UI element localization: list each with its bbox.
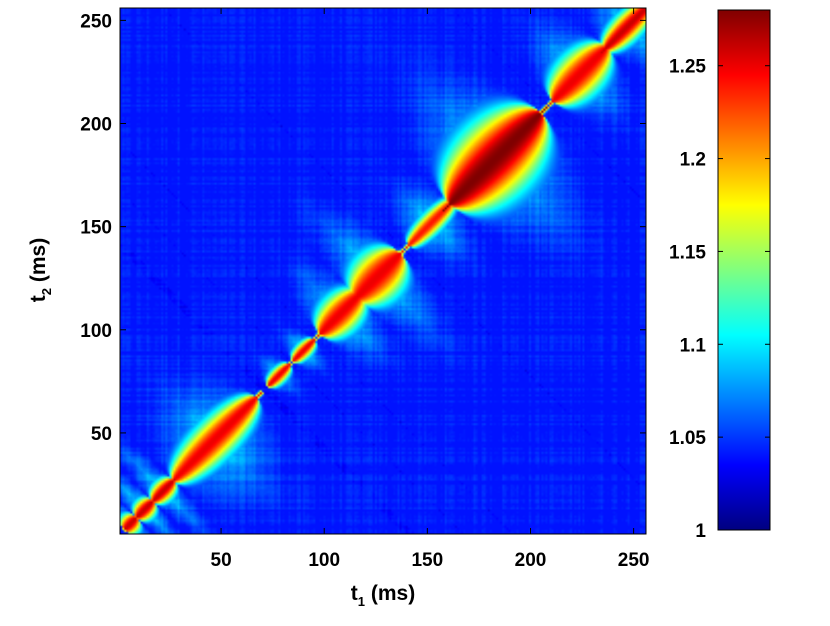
y-axis-label: t2 (ms) bbox=[27, 238, 54, 302]
y-axis-label-unit: (ms) bbox=[27, 238, 50, 288]
plot-frame bbox=[119, 7, 647, 535]
y-tick-label-150: 150 bbox=[80, 218, 112, 239]
x-axis-label-unit: (ms) bbox=[365, 582, 415, 605]
x-tick-label-250: 250 bbox=[618, 550, 650, 571]
y-tick-label-250: 250 bbox=[80, 11, 112, 32]
x-axis-label-main: t bbox=[351, 582, 358, 605]
x-tick-label-150: 150 bbox=[411, 550, 443, 571]
heatmap-image bbox=[120, 8, 646, 534]
colorbar-tick-label-4: 1.2 bbox=[680, 150, 706, 171]
y-tick-label-100: 100 bbox=[80, 321, 112, 342]
heatmap-axes: 50 100 150 200 250 50 100 150 200 250 bbox=[80, 7, 650, 571]
colorbar-tick-label-1: 1.05 bbox=[669, 428, 706, 449]
x-axis-label: t1 (ms) bbox=[351, 582, 415, 609]
y-axis-label-main: t bbox=[27, 295, 50, 302]
heatmap-plot-area bbox=[120, 8, 646, 534]
x-axis-label-subscript: 1 bbox=[358, 594, 365, 609]
y-tick-label-200: 200 bbox=[80, 115, 112, 136]
y-axis-label-subscript: 2 bbox=[39, 288, 54, 295]
colorbar-tick-label-0: 1 bbox=[695, 521, 706, 542]
colorbar-bar bbox=[717, 9, 771, 531]
colorbar-tick-label-2: 1.1 bbox=[680, 335, 707, 356]
colorbar-tick-label-3: 1.15 bbox=[669, 242, 706, 263]
colorbar-tick-label-5: 1.25 bbox=[669, 57, 706, 78]
x-tick-label-50: 50 bbox=[211, 550, 232, 571]
colorbar: 1 1.05 1.1 1.15 1.2 1.25 bbox=[669, 9, 771, 542]
y-tick-label-50: 50 bbox=[91, 424, 112, 445]
x-tick-label-100: 100 bbox=[308, 550, 340, 571]
x-tick-label-200: 200 bbox=[515, 550, 547, 571]
